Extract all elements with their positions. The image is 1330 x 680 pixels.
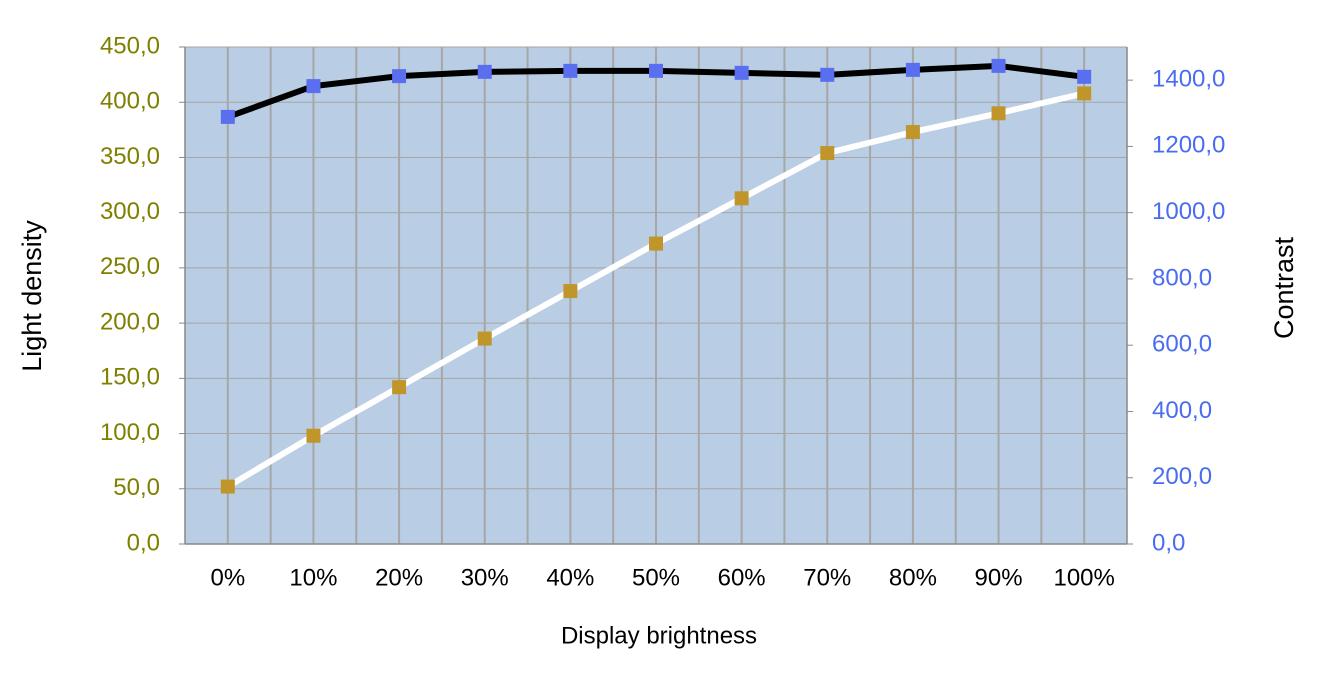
- x-tick-label: 80%: [889, 564, 937, 591]
- y2-tick-label: 800,0: [1152, 264, 1212, 291]
- marker: [220, 479, 235, 494]
- marker: [306, 79, 321, 94]
- y-tick-label: 150,0: [100, 364, 160, 391]
- y2-tick-label: 0,0: [1152, 529, 1185, 556]
- marker: [734, 65, 749, 80]
- x-tick-label: 60%: [718, 564, 766, 591]
- marker: [477, 331, 492, 346]
- marker: [1077, 69, 1092, 84]
- marker: [991, 58, 1006, 73]
- y-tick-label: 450,0: [100, 32, 160, 59]
- y2-axis-title: Contrast: [1269, 236, 1299, 339]
- y2-tick-label: 200,0: [1152, 463, 1212, 490]
- marker: [820, 146, 835, 161]
- x-tick-label: 0%: [210, 564, 245, 591]
- marker: [563, 284, 578, 299]
- marker: [905, 125, 920, 140]
- marker: [820, 67, 835, 82]
- y-tick-label: 250,0: [100, 253, 160, 280]
- marker: [477, 64, 492, 79]
- y2-tick-label: 600,0: [1152, 331, 1212, 358]
- marker: [649, 236, 663, 251]
- y-tick-label: 400,0: [100, 88, 160, 115]
- y-tick-label: 200,0: [100, 308, 160, 335]
- y2-tick-label: 1400,0: [1152, 65, 1225, 92]
- y2-tick-label: 400,0: [1152, 397, 1212, 424]
- x-tick-label: 20%: [375, 564, 423, 591]
- y2-tick-label: 1200,0: [1152, 132, 1225, 159]
- y-tick-label: 50,0: [113, 474, 160, 501]
- x-tick-label: 30%: [461, 564, 509, 591]
- marker: [306, 428, 321, 443]
- marker: [220, 109, 235, 124]
- y2-tick-label: 1000,0: [1152, 198, 1225, 225]
- marker: [392, 69, 407, 84]
- x-tick-label: 100%: [1053, 564, 1114, 591]
- marker: [392, 380, 407, 395]
- marker: [1077, 86, 1092, 101]
- marker: [734, 191, 749, 206]
- y-tick-label: 350,0: [100, 143, 160, 170]
- x-tick-label: 50%: [632, 564, 680, 591]
- x-axis-title: Display brightness: [561, 622, 757, 649]
- y-tick-label: 100,0: [100, 419, 160, 446]
- marker: [563, 63, 578, 78]
- y-tick-label: 0,0: [127, 529, 160, 556]
- marker: [991, 106, 1006, 121]
- x-tick-label: 70%: [803, 564, 851, 591]
- x-tick-label: 90%: [975, 564, 1023, 591]
- y-tick-label: 300,0: [100, 198, 160, 225]
- y-axis-title: Light density: [17, 220, 47, 372]
- marker: [649, 63, 663, 78]
- marker: [905, 62, 920, 77]
- x-tick-label: 10%: [289, 564, 337, 591]
- x-tick-label: 40%: [546, 564, 594, 591]
